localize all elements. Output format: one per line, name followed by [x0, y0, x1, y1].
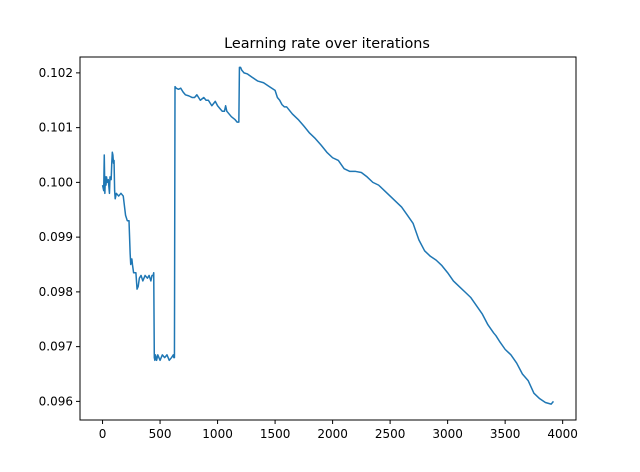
x-tick-label: 3000 [432, 427, 463, 441]
x-tick-label: 1000 [202, 427, 233, 441]
learning-rate-line [101, 66, 555, 405]
x-tick-label: 2500 [375, 427, 406, 441]
y-tick-label: 0.098 [39, 285, 73, 299]
x-tick-label: 2000 [317, 427, 348, 441]
y-tick-label: 0.102 [39, 66, 73, 80]
plot-area-frame [79, 56, 577, 421]
chart-title: Learning rate over iterations [224, 36, 430, 52]
y-tick-label: 0.099 [39, 230, 73, 244]
y-tick-label: 0.100 [39, 175, 73, 189]
series-group [101, 66, 555, 405]
y-tick-label: 0.096 [39, 394, 73, 408]
x-tick-label: 0 [99, 427, 107, 441]
y-axis-ticks: 0.096 0.097 0.098 0.099 0.100 0.101 0.102 [39, 66, 80, 408]
x-tick-label: 3500 [490, 427, 521, 441]
y-tick-label: 0.097 [39, 340, 73, 354]
x-axis-ticks: 0 500 1000 1500 2000 2500 3000 3500 4000 [99, 420, 578, 441]
x-tick-label: 1500 [260, 427, 291, 441]
y-tick-label: 0.101 [39, 121, 73, 135]
x-tick-label: 4000 [547, 427, 578, 441]
x-tick-label: 500 [149, 427, 172, 441]
